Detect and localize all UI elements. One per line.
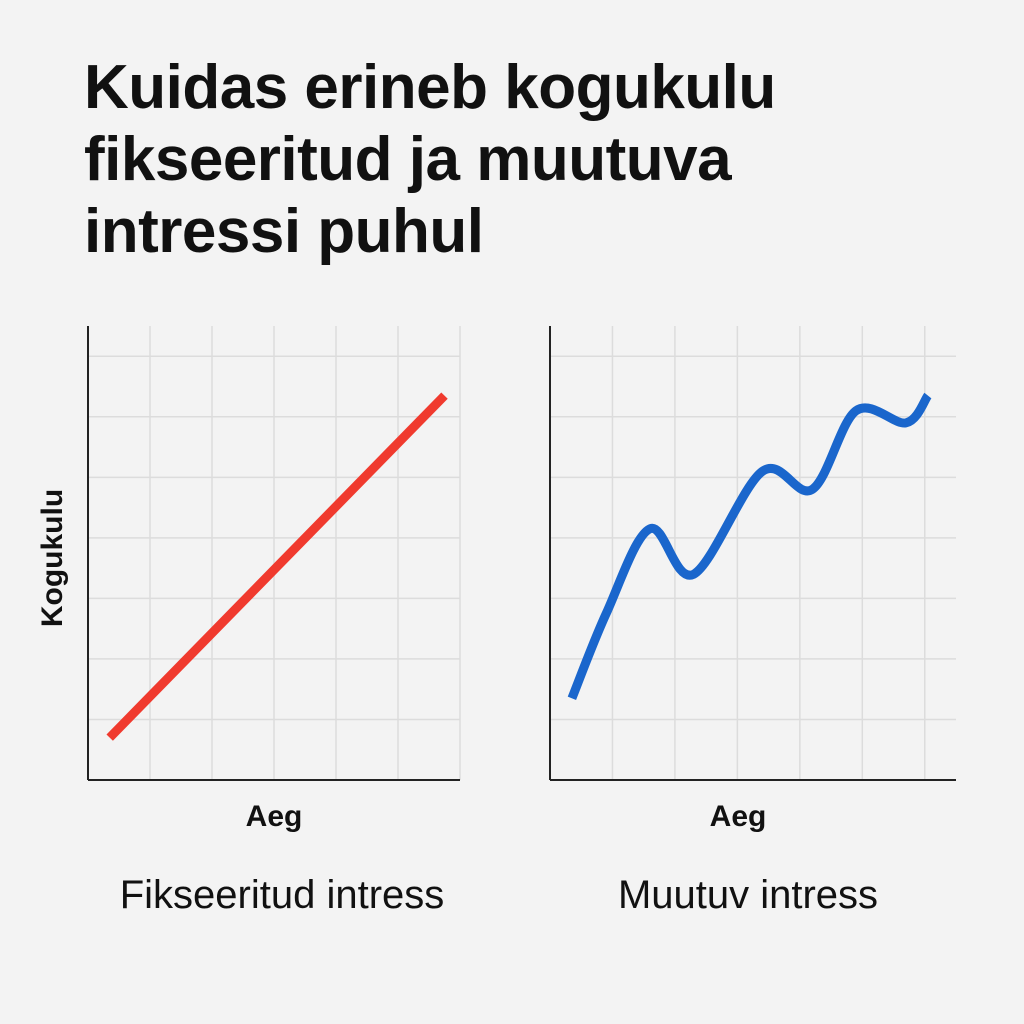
- fixed-chart-y-label: Kogukulu: [36, 489, 69, 627]
- page-title: Kuidas erineb kogukulu fikseeritud ja mu…: [84, 52, 964, 268]
- variable-chart-series: [567, 392, 932, 700]
- title-line-3: intressi puhul: [84, 197, 484, 266]
- variable-chart-title: Muutuv intress: [618, 873, 878, 917]
- variable-chart: Aeg Muutuv intress: [549, 326, 956, 917]
- fixed-chart-series: [106, 392, 448, 741]
- variable-chart-line-1: [567, 392, 932, 700]
- variable-chart-grid: [550, 326, 956, 780]
- fixed-chart-x-label: Aeg: [246, 800, 303, 833]
- fixed-chart-grid: [88, 326, 461, 780]
- fixed-chart: Aeg Kogukulu Fikseeritud intress: [36, 326, 461, 917]
- fixed-chart-title: Fikseeritud intress: [120, 873, 445, 917]
- title-line-1: Kuidas erineb kogukulu: [84, 53, 776, 122]
- fixed-chart-line-1: [106, 392, 448, 741]
- title-line-2: fikseeritud ja muutuva: [84, 125, 732, 194]
- variable-chart-x-label: Aeg: [710, 800, 767, 833]
